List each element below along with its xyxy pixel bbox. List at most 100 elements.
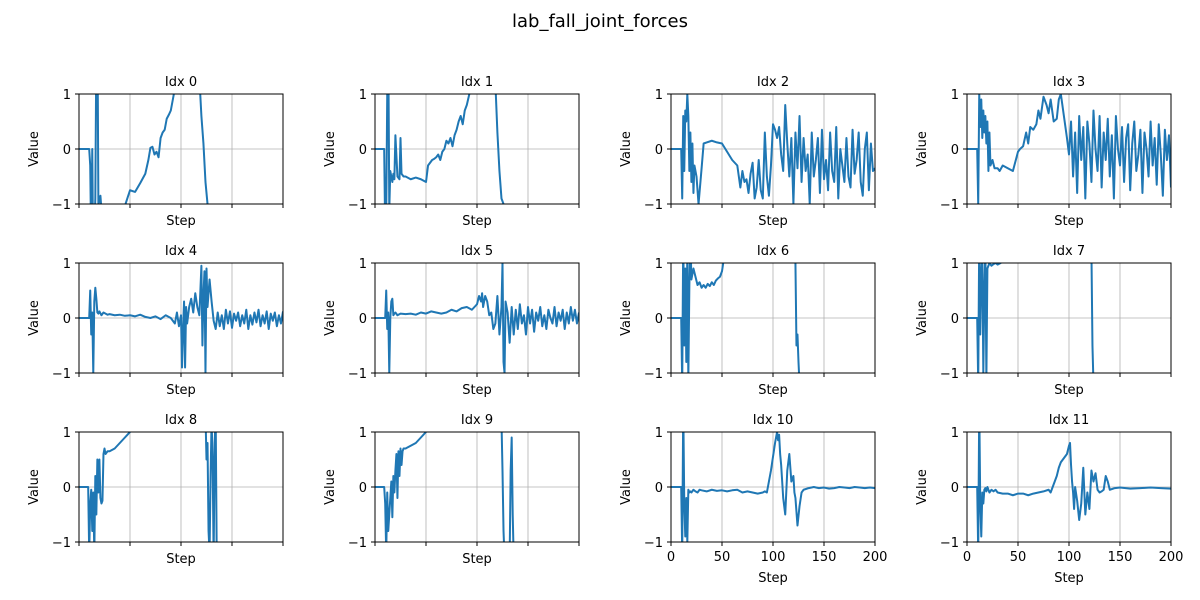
y-axis-label: Value — [27, 469, 42, 505]
subplot-6: −1 0 1 Idx 6 Step Value — [619, 244, 876, 398]
subplot-title: Idx 9 — [461, 413, 493, 428]
y-axis-label: Value — [619, 300, 634, 336]
x-tick-label: 200 — [863, 550, 888, 565]
series-line — [967, 94, 1171, 204]
x-axis-label: Step — [462, 214, 492, 229]
x-axis-label: Step — [758, 383, 788, 398]
y-tick-label: 0 — [359, 312, 367, 327]
x-axis-label: Step — [166, 552, 196, 567]
subplot-5: −1 0 1 Idx 5 Step Value — [323, 244, 580, 398]
y-tick-label: 0 — [63, 312, 71, 327]
x-tick-label: 100 — [761, 550, 786, 565]
y-tick-label: −1 — [348, 367, 367, 382]
x-tick-label: 150 — [1108, 550, 1133, 565]
y-tick-label: 0 — [951, 481, 959, 496]
series-line — [671, 263, 801, 373]
series-line — [671, 432, 875, 542]
y-tick-label: 1 — [359, 88, 367, 103]
x-tick-label: 50 — [714, 550, 731, 565]
x-axis-label: Step — [1054, 571, 1084, 586]
y-tick-label: 1 — [951, 257, 959, 272]
x-tick-label: 200 — [1159, 550, 1184, 565]
x-tick-label: 0 — [963, 550, 971, 565]
subplot-8: −1 0 1 Idx 8 Step Value — [27, 413, 284, 567]
x-tick-label: 100 — [1057, 550, 1082, 565]
y-axis-label: Value — [323, 300, 338, 336]
y-tick-label: −1 — [940, 536, 959, 551]
x-axis-label: Step — [1054, 214, 1084, 229]
subplot-title: Idx 4 — [165, 244, 197, 259]
subplot-0: −1 0 1 Idx 0 Step Value — [27, 75, 284, 229]
x-axis-label: Step — [166, 383, 196, 398]
y-tick-label: 1 — [359, 257, 367, 272]
subplot-3: −1 0 1 Idx 3 Step Value — [915, 75, 1172, 229]
x-axis-label: Step — [462, 552, 492, 567]
y-axis-label: Value — [323, 131, 338, 167]
y-tick-label: −1 — [644, 198, 663, 213]
y-tick-label: 0 — [359, 143, 367, 158]
series-line — [967, 432, 1171, 542]
subplot-title: Idx 6 — [757, 244, 789, 259]
y-tick-label: 1 — [655, 88, 663, 103]
y-tick-label: 1 — [655, 426, 663, 441]
y-tick-label: 0 — [655, 481, 663, 496]
y-tick-label: 1 — [63, 426, 71, 441]
y-tick-label: −1 — [940, 367, 959, 382]
series-line — [375, 94, 505, 204]
y-tick-label: −1 — [940, 198, 959, 213]
y-tick-label: 0 — [951, 312, 959, 327]
y-tick-label: 0 — [655, 312, 663, 327]
y-tick-label: 0 — [63, 481, 71, 496]
x-tick-label: 0 — [667, 550, 675, 565]
x-axis-label: Step — [462, 383, 492, 398]
y-axis-label: Value — [619, 131, 634, 167]
y-axis-label: Value — [915, 131, 930, 167]
y-tick-label: 1 — [63, 257, 71, 272]
subplot-1: −1 0 1 Idx 1 Step Value — [323, 75, 580, 229]
y-axis-label: Value — [27, 131, 42, 167]
series-line — [79, 94, 209, 204]
y-axis-label: Value — [619, 469, 634, 505]
y-tick-label: 0 — [63, 143, 71, 158]
series-line — [79, 264, 283, 373]
series-line — [375, 263, 579, 373]
y-tick-label: −1 — [644, 367, 663, 382]
y-tick-label: 0 — [655, 143, 663, 158]
y-tick-label: 1 — [63, 88, 71, 103]
x-axis-label: Step — [758, 571, 788, 586]
y-tick-label: −1 — [52, 367, 71, 382]
subplot-4: −1 0 1 Idx 4 Step Value — [27, 244, 284, 398]
series-line — [79, 432, 218, 542]
y-tick-label: −1 — [644, 536, 663, 551]
y-tick-label: −1 — [348, 198, 367, 213]
y-tick-label: −1 — [52, 536, 71, 551]
series-line — [671, 94, 875, 204]
y-tick-label: 0 — [359, 481, 367, 496]
subplot-title: Idx 1 — [461, 75, 493, 90]
figure-title: lab_fall_joint_forces — [512, 11, 688, 32]
subplot-title: Idx 10 — [753, 413, 793, 428]
x-axis-label: Step — [1054, 383, 1084, 398]
y-axis-label: Value — [915, 469, 930, 505]
subplot-title: Idx 11 — [1049, 413, 1089, 428]
x-axis-label: Step — [758, 214, 788, 229]
y-tick-label: −1 — [348, 536, 367, 551]
y-tick-label: 1 — [951, 426, 959, 441]
subplot-title: Idx 8 — [165, 413, 197, 428]
y-tick-label: −1 — [52, 198, 71, 213]
series-line — [967, 263, 1095, 373]
y-axis-label: Value — [915, 300, 930, 336]
subplot-2: −1 0 1 Idx 2 Step Value — [619, 75, 876, 229]
subplot-title: Idx 5 — [461, 244, 493, 259]
subplot-title: Idx 0 — [165, 75, 197, 90]
series-line — [375, 432, 515, 542]
x-tick-label: 150 — [812, 550, 837, 565]
subplot-7: −1 0 1 Idx 7 Step Value — [915, 244, 1172, 398]
subplot-11: 0 50 100 150 200 −1 0 1 Idx 11 Step Value — [915, 413, 1184, 586]
subplot-9: −1 0 1 Idx 9 Step Value — [323, 413, 580, 567]
subplot-title: Idx 2 — [757, 75, 789, 90]
y-tick-label: 1 — [359, 426, 367, 441]
y-axis-label: Value — [27, 300, 42, 336]
y-tick-label: 0 — [951, 143, 959, 158]
